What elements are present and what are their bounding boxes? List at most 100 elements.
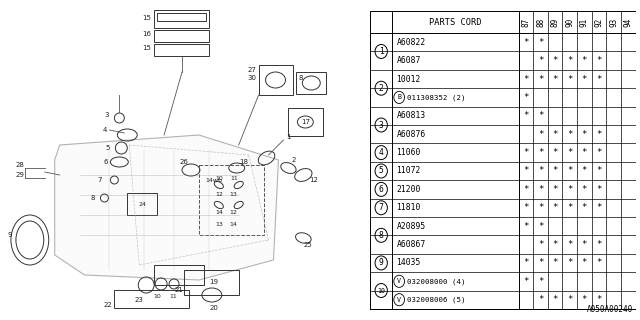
Text: 12: 12 xyxy=(230,210,237,214)
Text: 15: 15 xyxy=(142,15,151,21)
Bar xyxy=(184,270,239,295)
Text: *: * xyxy=(538,148,543,157)
Text: *: * xyxy=(567,75,572,84)
Text: 87: 87 xyxy=(522,18,531,27)
Text: 3: 3 xyxy=(379,121,383,130)
Text: *: * xyxy=(596,166,602,175)
Text: 3: 3 xyxy=(104,112,109,118)
Text: *: * xyxy=(596,240,602,249)
Text: 11072: 11072 xyxy=(396,166,421,175)
Text: *: * xyxy=(552,148,558,157)
Text: 13: 13 xyxy=(230,193,237,197)
Text: 11: 11 xyxy=(169,294,177,300)
Bar xyxy=(199,165,264,235)
Bar xyxy=(154,10,209,28)
Text: *: * xyxy=(552,56,558,65)
Text: 1: 1 xyxy=(286,134,291,140)
Text: *: * xyxy=(552,130,558,139)
Text: A050A00240: A050A00240 xyxy=(588,305,634,314)
Text: 12: 12 xyxy=(309,177,317,183)
Text: A60867: A60867 xyxy=(396,240,426,249)
Text: *: * xyxy=(596,148,602,157)
Text: 13: 13 xyxy=(215,222,223,228)
Text: 20: 20 xyxy=(209,305,218,311)
Text: *: * xyxy=(524,75,529,84)
Text: 10: 10 xyxy=(215,175,223,180)
Text: 25: 25 xyxy=(304,242,313,248)
Text: 14035: 14035 xyxy=(396,259,421,268)
Bar xyxy=(154,44,209,56)
Bar xyxy=(154,265,204,285)
Text: *: * xyxy=(524,166,529,175)
Text: B: B xyxy=(397,94,401,100)
Text: 6: 6 xyxy=(379,185,383,194)
Text: 2: 2 xyxy=(379,84,383,93)
Text: V: V xyxy=(397,297,401,303)
Text: 8: 8 xyxy=(298,75,303,81)
Text: *: * xyxy=(538,75,543,84)
Text: 4: 4 xyxy=(379,148,383,157)
Text: 29: 29 xyxy=(15,172,24,178)
Text: 17: 17 xyxy=(301,119,310,125)
Text: *: * xyxy=(582,259,587,268)
Text: 9: 9 xyxy=(8,232,12,238)
Text: 21: 21 xyxy=(175,287,184,293)
Text: *: * xyxy=(567,203,572,212)
Text: *: * xyxy=(524,222,529,231)
Text: *: * xyxy=(538,277,543,286)
Text: *: * xyxy=(538,111,543,120)
Text: 8: 8 xyxy=(90,195,95,201)
Text: 18: 18 xyxy=(239,159,248,165)
Text: 7: 7 xyxy=(97,177,102,183)
Text: *: * xyxy=(538,166,543,175)
Text: 5: 5 xyxy=(379,166,383,175)
Text: *: * xyxy=(538,38,543,47)
Text: *: * xyxy=(524,203,529,212)
Text: *: * xyxy=(596,56,602,65)
Text: 94: 94 xyxy=(624,18,633,27)
Text: *: * xyxy=(524,111,529,120)
Text: *: * xyxy=(582,185,587,194)
Text: 22: 22 xyxy=(104,302,113,308)
Text: 11: 11 xyxy=(230,175,237,180)
Text: V: V xyxy=(397,278,401,284)
Text: *: * xyxy=(596,75,602,84)
Text: 11060: 11060 xyxy=(396,148,421,157)
Text: 10: 10 xyxy=(377,287,385,293)
Text: *: * xyxy=(567,130,572,139)
Text: *: * xyxy=(524,185,529,194)
Text: 9: 9 xyxy=(379,259,383,268)
Bar xyxy=(296,72,326,94)
Text: *: * xyxy=(538,56,543,65)
Text: *: * xyxy=(567,148,572,157)
Text: 5: 5 xyxy=(105,145,109,151)
Text: *: * xyxy=(582,166,587,175)
Text: *: * xyxy=(538,295,543,304)
Text: *: * xyxy=(567,185,572,194)
Text: *: * xyxy=(552,166,558,175)
Text: 8: 8 xyxy=(379,231,383,240)
Text: *: * xyxy=(582,240,587,249)
Text: 7: 7 xyxy=(379,203,383,212)
Text: *: * xyxy=(552,240,558,249)
Text: 011308352 (2): 011308352 (2) xyxy=(406,94,465,101)
Bar xyxy=(154,30,209,42)
Bar xyxy=(115,290,189,308)
Text: *: * xyxy=(582,56,587,65)
Text: 19: 19 xyxy=(209,279,218,285)
Text: *: * xyxy=(567,166,572,175)
Text: 27: 27 xyxy=(248,67,257,73)
Text: *: * xyxy=(596,203,602,212)
Text: 032008006 (5): 032008006 (5) xyxy=(406,296,465,303)
Text: *: * xyxy=(538,130,543,139)
Text: PARTS CORD: PARTS CORD xyxy=(429,18,482,27)
Text: *: * xyxy=(596,185,602,194)
Text: 24: 24 xyxy=(138,203,146,207)
Text: A6087: A6087 xyxy=(396,56,421,65)
Text: 14: 14 xyxy=(215,210,223,214)
Text: 91: 91 xyxy=(580,18,589,27)
Text: 21200: 21200 xyxy=(396,185,421,194)
Text: *: * xyxy=(552,203,558,212)
Text: *: * xyxy=(524,277,529,286)
Text: *: * xyxy=(582,75,587,84)
